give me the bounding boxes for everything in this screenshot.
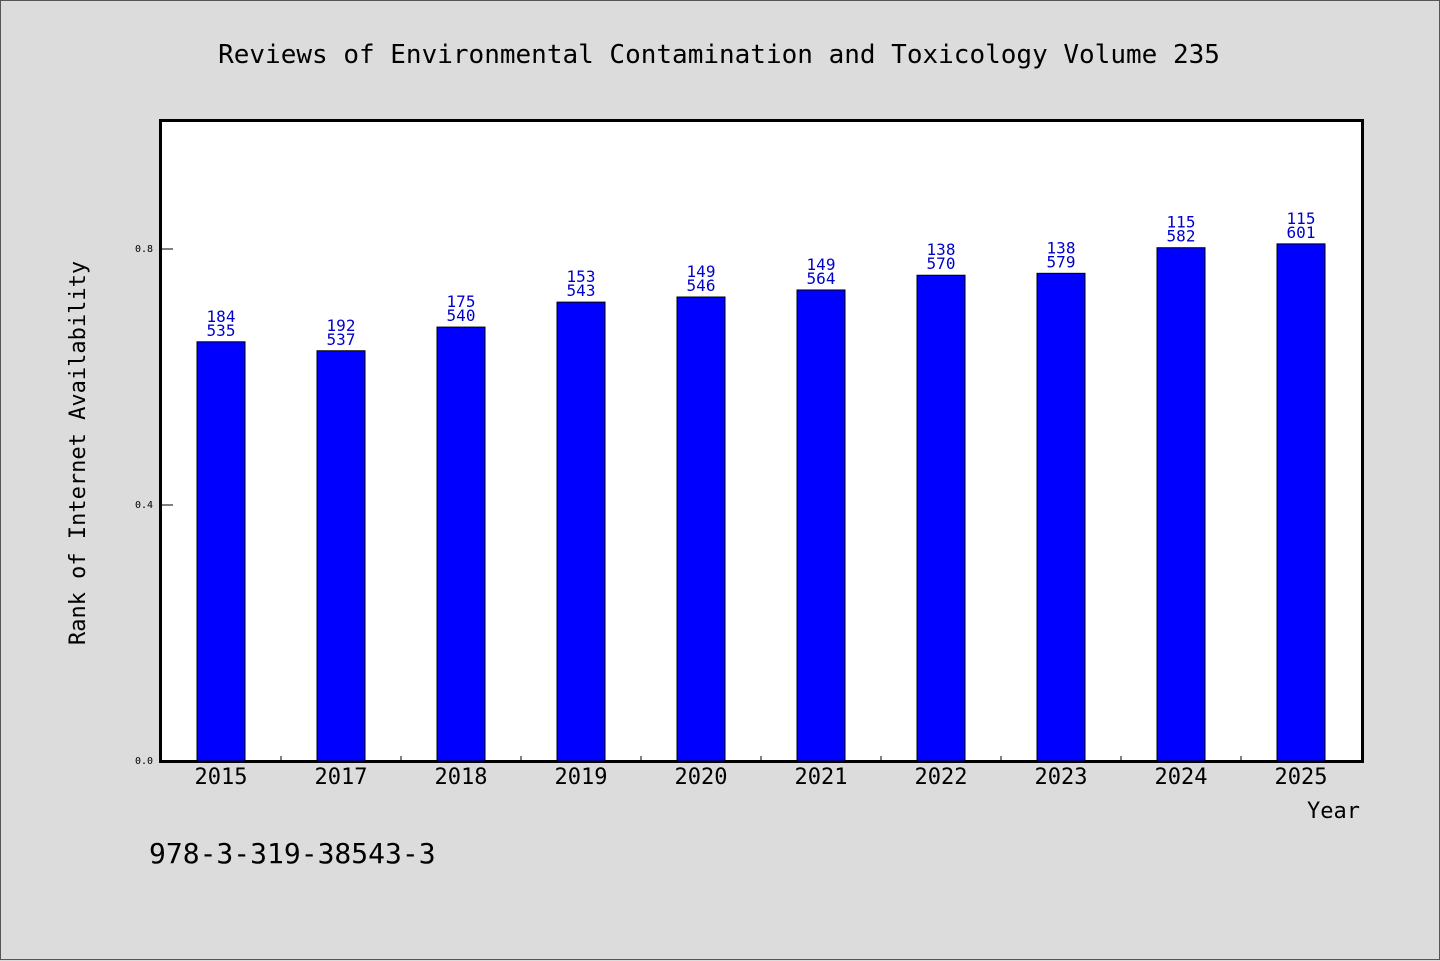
bar-label-top-2015: 184 xyxy=(207,307,236,326)
x-tick-label-2023: 2023 xyxy=(1035,765,1088,790)
bar-2021 xyxy=(796,289,846,762)
bar-label-top-2023: 138 xyxy=(1047,238,1076,257)
x-tick-label-2021: 2021 xyxy=(795,765,848,790)
x-tick-label-2024: 2024 xyxy=(1155,765,1208,790)
bar-label-top-2020: 149 xyxy=(687,262,716,281)
bar-label-top-2017: 192 xyxy=(327,316,356,335)
x-tick-label-2019: 2019 xyxy=(555,765,608,790)
x-tick-label-2015: 2015 xyxy=(195,765,248,790)
bar-2015 xyxy=(196,341,246,762)
y-tick-label: 0.0 xyxy=(135,756,153,767)
bar-label-bottom-2018: 540 xyxy=(447,306,476,325)
bar-2018 xyxy=(436,326,486,762)
x-tick-label-2018: 2018 xyxy=(435,765,488,790)
x-tick-label-2017: 2017 xyxy=(315,765,368,790)
x-axis-title: Year xyxy=(1307,799,1360,824)
bar-label-bottom-2015: 535 xyxy=(207,321,236,340)
y-tick-label: 0.8 xyxy=(135,244,153,255)
bar-label-bottom-2025: 601 xyxy=(1287,223,1316,242)
bar-label-bottom-2022: 570 xyxy=(927,254,956,273)
bar-label-bottom-2024: 582 xyxy=(1167,227,1196,246)
bars-group xyxy=(196,243,1326,762)
bar-label-top-2019: 153 xyxy=(567,267,596,286)
bar-2022 xyxy=(916,274,966,762)
bar-label-bottom-2023: 579 xyxy=(1047,252,1076,271)
bar-label-top-2021: 149 xyxy=(807,255,836,274)
x-axis-ticks: 2015 2017 2018 2019 2020 2021 2022 2023 2024 2025 xyxy=(195,756,1328,790)
bar-2019 xyxy=(556,301,606,762)
bar-2024 xyxy=(1156,247,1206,762)
bar-label-bottom-2020: 546 xyxy=(687,276,716,295)
bar-label-bottom-2021: 564 xyxy=(807,269,836,288)
bar-2017 xyxy=(316,350,366,762)
y-axis-ticks: 0.0 0.4 0.8 xyxy=(135,244,173,767)
bar-label-top-2025: 115 xyxy=(1287,209,1316,228)
y-tick-label: 0.4 xyxy=(135,500,153,511)
x-tick-label-2022: 2022 xyxy=(915,765,968,790)
bar-2020 xyxy=(676,296,726,762)
bar-label-bottom-2019: 543 xyxy=(567,281,596,300)
isbn-label: 978-3-319-38543-3 xyxy=(149,837,436,870)
bar-label-bottom-2017: 537 xyxy=(327,330,356,349)
bar-label-top-2018: 175 xyxy=(447,292,476,311)
x-tick-label-2025: 2025 xyxy=(1275,765,1328,790)
y-axis-title: Rank of Internet Availability xyxy=(66,261,91,645)
bar-label-top-2024: 115 xyxy=(1167,213,1196,232)
x-tick-label-2020: 2020 xyxy=(675,765,728,790)
bar-label-top-2022: 138 xyxy=(927,240,956,259)
chart-title: Reviews of Environmental Contamination a… xyxy=(218,40,1220,70)
bar-2023 xyxy=(1036,272,1086,762)
bar-2025 xyxy=(1276,243,1326,762)
